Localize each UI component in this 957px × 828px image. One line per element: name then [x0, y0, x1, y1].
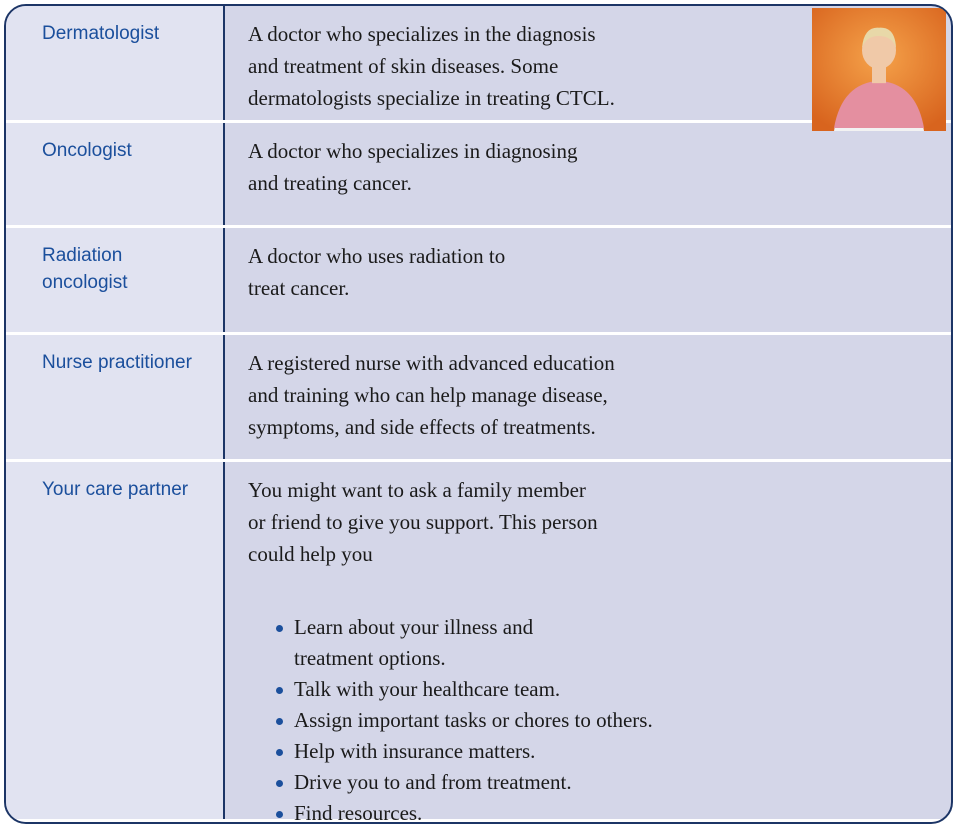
bullet-item: Assign important tasks or chores to othe… — [274, 705, 653, 736]
bullet-line: Learn about your illness and — [294, 615, 534, 639]
bullet-dot — [276, 749, 283, 756]
bullet-dot — [276, 780, 283, 787]
description: A doctor who uses radiation to treat canc… — [248, 240, 505, 304]
bullet-item: Find resources. — [274, 798, 653, 824]
description-line: treat cancer. — [248, 276, 350, 300]
description-line: A doctor who specializes in diagnosing — [248, 139, 578, 163]
role-label: Nurse practitioner — [6, 335, 225, 459]
description-line: symptoms, and side effects of treatments… — [248, 415, 596, 439]
table-row: Nurse practitioner A registered nurse wit… — [6, 335, 951, 462]
description-line: dermatologists specialize in treating CT… — [248, 86, 615, 110]
bullet-dot — [276, 625, 283, 632]
description-line: A registered nurse with advanced educati… — [248, 351, 615, 375]
role-label: Radiation oncologist — [6, 228, 225, 332]
bullet-line: treatment options. — [294, 646, 446, 670]
description-line: A doctor who uses radiation to — [248, 244, 506, 268]
bullet-item: Drive you to and from treatment. — [274, 767, 653, 798]
bullet-item: Help with insurance matters. — [274, 736, 653, 767]
description-line: and treatment of skin diseases. Some — [248, 54, 559, 78]
table-frame: Dermatologist A doctor who specializes in… — [4, 4, 953, 824]
bullet-dot — [276, 718, 283, 725]
role-label: Oncologist — [6, 123, 225, 225]
description-line: and treating cancer. — [248, 171, 412, 195]
table-row: Oncologist A doctor who specializes in di… — [6, 123, 951, 228]
description: You might want to ask a family member or … — [248, 474, 598, 570]
bullet-list: Learn about your illness and treatment op… — [274, 612, 653, 824]
role-label: Your care partner — [6, 462, 225, 819]
description-line: and training who can help manage disease… — [248, 383, 608, 407]
table-row: Radiation oncologist A doctor who uses ra… — [6, 228, 951, 335]
description: A doctor who specializes in diagnosing an… — [248, 135, 578, 199]
bullet-line: Drive you to and from treatment. — [294, 770, 572, 794]
bullet-line: Assign important tasks or chores to othe… — [294, 708, 653, 732]
bullet-item: Learn about your illness and treatment op… — [274, 612, 653, 674]
bullet-item: Talk with your healthcare team. — [274, 674, 653, 705]
bullet-line: Help with insurance matters. — [294, 739, 536, 763]
description-line: could help you — [248, 542, 373, 566]
description: A registered nurse with advanced educati… — [248, 347, 615, 443]
bullet-dot — [276, 811, 283, 818]
portrait-photo — [812, 10, 946, 128]
bullet-line: Talk with your healthcare team. — [294, 677, 561, 701]
description-line: You might want to ask a family member — [248, 478, 586, 502]
description-line: A doctor who specializes in the diagnosi… — [248, 22, 596, 46]
description: A doctor who specializes in the diagnosi… — [248, 18, 615, 114]
bullet-dot — [276, 687, 283, 694]
role-label: Dermatologist — [6, 6, 225, 120]
bullet-line: Find resources. — [294, 801, 423, 824]
table-row: Dermatologist A doctor who specializes in… — [6, 6, 951, 123]
table-row: Your care partner You might want to ask a… — [6, 462, 951, 822]
description-line: or friend to give you support. This pers… — [248, 510, 598, 534]
